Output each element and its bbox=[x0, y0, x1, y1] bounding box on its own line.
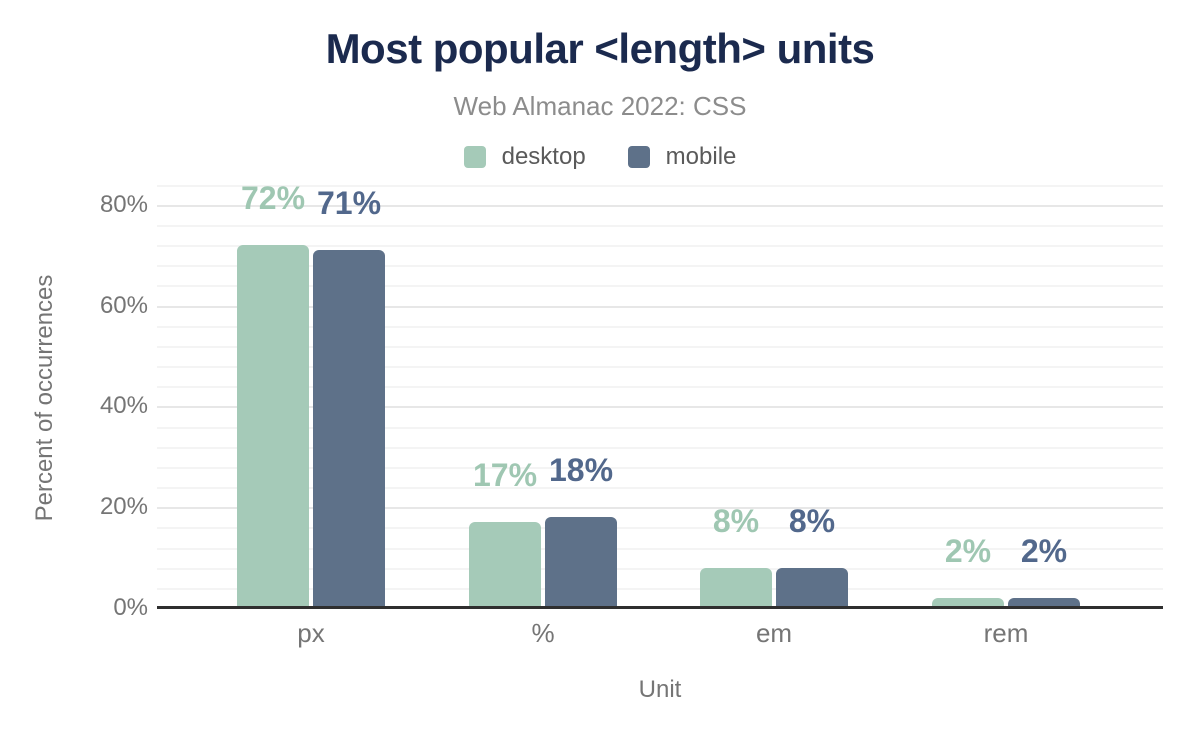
mobile-value-label-rem: 2% bbox=[1020, 533, 1068, 569]
minor-gridline bbox=[157, 346, 1163, 348]
x-axis-title: Unit bbox=[638, 676, 682, 703]
minor-gridline bbox=[157, 527, 1163, 529]
desktop-bar-rem bbox=[932, 598, 1004, 608]
minor-gridline bbox=[157, 185, 1163, 187]
desktop-swatch-icon bbox=[463, 146, 486, 168]
desktop-value-label-rem: 2% bbox=[944, 533, 992, 569]
minor-gridline bbox=[157, 285, 1163, 287]
legend-item-desktop: desktop bbox=[463, 143, 586, 170]
mobile-value-label-em: 8% bbox=[788, 503, 836, 539]
minor-gridline bbox=[157, 447, 1163, 449]
mobile-bar-% bbox=[545, 517, 617, 608]
desktop-bar-% bbox=[469, 522, 541, 608]
legend-label-mobile: mobile bbox=[665, 143, 737, 170]
major-gridline bbox=[157, 306, 1163, 308]
minor-gridline bbox=[157, 588, 1163, 590]
major-gridline bbox=[157, 406, 1163, 408]
minor-gridline bbox=[157, 487, 1163, 489]
x-axis-line bbox=[157, 606, 1163, 609]
minor-gridline bbox=[157, 326, 1163, 328]
legend-item-mobile: mobile bbox=[627, 143, 737, 170]
x-tick-label-rem: rem bbox=[983, 618, 1029, 648]
x-tick-label-em: em bbox=[755, 618, 793, 648]
minor-gridline bbox=[157, 265, 1163, 267]
plot-area bbox=[157, 183, 1163, 608]
legend: desktop mobile bbox=[0, 144, 1200, 170]
y-tick-label: 60% bbox=[99, 292, 148, 319]
major-gridline bbox=[157, 507, 1163, 509]
desktop-bar-px bbox=[237, 245, 309, 608]
mobile-bar-rem bbox=[1008, 598, 1080, 608]
desktop-bar-em bbox=[700, 568, 772, 608]
minor-gridline bbox=[157, 245, 1163, 247]
chart-subtitle: Web Almanac 2022: CSS bbox=[453, 91, 747, 121]
mobile-bar-px bbox=[313, 250, 385, 608]
minor-gridline bbox=[157, 568, 1163, 570]
legend-label-desktop: desktop bbox=[501, 143, 586, 170]
minor-gridline bbox=[157, 548, 1163, 550]
major-gridline bbox=[157, 205, 1163, 207]
mobile-value-label-%: 18% bbox=[548, 452, 614, 488]
chart-title: Most popular <length> units bbox=[325, 25, 875, 72]
minor-gridline bbox=[157, 467, 1163, 469]
desktop-value-label-em: 8% bbox=[712, 503, 760, 539]
y-tick-label: 80% bbox=[99, 191, 148, 218]
mobile-bar-em bbox=[776, 568, 848, 608]
mobile-swatch-icon bbox=[627, 146, 650, 168]
desktop-value-label-px: 72% bbox=[240, 180, 306, 216]
minor-gridline bbox=[157, 427, 1163, 429]
y-tick-label: 20% bbox=[99, 493, 148, 520]
desktop-value-label-%: 17% bbox=[472, 457, 538, 493]
minor-gridline bbox=[157, 386, 1163, 388]
x-tick-label-px: px bbox=[297, 618, 325, 648]
x-tick-label-%: % bbox=[531, 618, 555, 648]
y-tick-label: 0% bbox=[113, 594, 148, 621]
mobile-value-label-px: 71% bbox=[316, 185, 382, 221]
minor-gridline bbox=[157, 225, 1163, 227]
minor-gridline bbox=[157, 366, 1163, 368]
y-tick-label: 40% bbox=[99, 392, 148, 419]
